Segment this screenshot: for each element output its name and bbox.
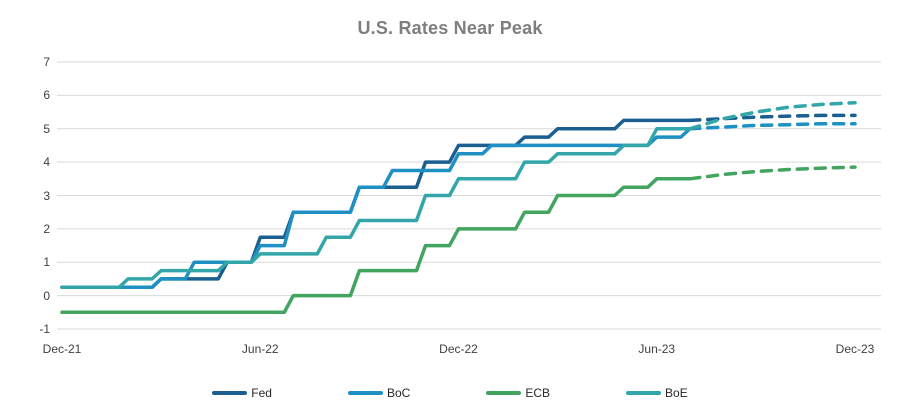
series-boe-forecast-dashed	[688, 100, 857, 131]
series-ecb-solid	[60, 177, 692, 315]
series-ecb-forecast-dashed	[688, 165, 857, 181]
x-axis-label-Jun-22: Jun-22	[241, 342, 279, 356]
y-axis-label-2: 2	[43, 221, 50, 236]
y-axis-label-3: 3	[43, 188, 50, 203]
x-axis-label-Dec-21: Dec-21	[42, 342, 82, 356]
legend: Fed BoC ECB BoE	[0, 380, 900, 406]
fed-line-swatch	[212, 391, 248, 395]
x-axis-label-Dec-22: Dec-22	[439, 342, 478, 356]
y-axis-label--1: -1	[39, 322, 50, 336]
series-boc-forecast-dashed	[688, 121, 857, 131]
legend-item-fed: Fed	[212, 386, 272, 400]
x-axis-label-Dec-23: Dec-23	[835, 342, 875, 356]
ecb-line-swatch	[486, 391, 522, 395]
legend-label-fed: Fed	[251, 386, 272, 400]
series-boe-solid	[60, 127, 692, 290]
y-axis-label-0: 0	[43, 288, 50, 303]
legend-item-boe: BoE	[626, 386, 688, 400]
legend-item-boc: BoC	[347, 386, 411, 400]
legend-label-boe: BoE	[665, 386, 688, 400]
series-fed-forecast-dashed	[688, 113, 857, 123]
y-axis-label-5: 5	[43, 121, 50, 136]
legend-label-ecb: ECB	[525, 386, 551, 400]
legend-item-ecb: ECB	[486, 386, 550, 400]
y-axis-label-7: 7	[43, 55, 50, 69]
y-axis-label-4: 4	[43, 155, 50, 170]
chart-title: U.S. Rates Near Peak	[357, 18, 543, 38]
x-axis-label-Jun-23: Jun-23	[638, 342, 676, 356]
boe-line-swatch	[626, 391, 662, 395]
legend-label-boc: BoC	[386, 386, 411, 400]
y-axis-label-6: 6	[43, 88, 50, 103]
y-axis-label-1: 1	[43, 255, 50, 270]
boc-line-swatch	[347, 391, 383, 395]
series-boc-solid	[60, 127, 692, 290]
